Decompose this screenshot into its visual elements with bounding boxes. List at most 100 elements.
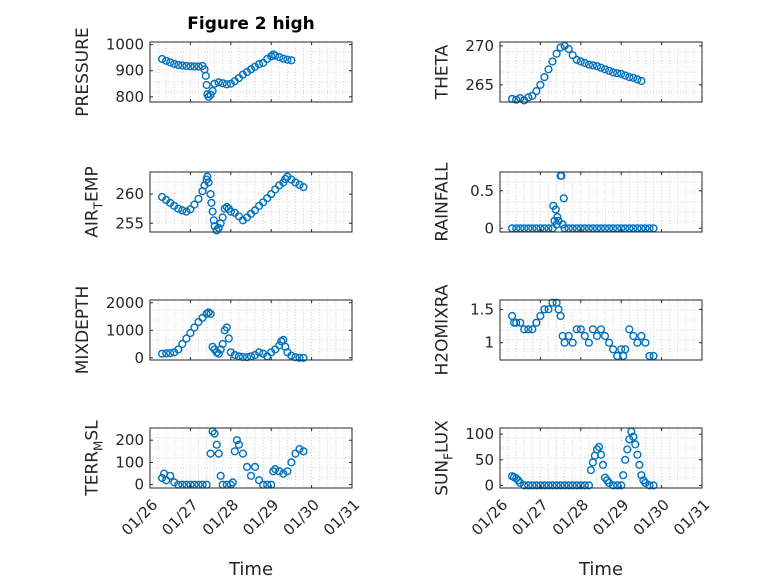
- x-axis-label: Time: [578, 559, 623, 580]
- y-tick-label: 100: [465, 425, 494, 443]
- data-point: [162, 476, 171, 485]
- data-point: [596, 63, 606, 72]
- data-point: [203, 172, 212, 181]
- data-point: [524, 325, 533, 334]
- data-point: [564, 331, 573, 341]
- data-point: [641, 338, 650, 347]
- data-point: [649, 351, 658, 361]
- data-point: [592, 62, 602, 71]
- data-point: [178, 339, 187, 349]
- subplot-2: 265 270 THETA: [433, 37, 703, 105]
- data-point: [204, 92, 213, 101]
- data-point: [158, 54, 167, 64]
- data-point: [596, 325, 606, 334]
- data-point: [540, 72, 549, 82]
- axes-box: [499, 427, 703, 489]
- data-point: [528, 91, 537, 100]
- data-point: [178, 61, 187, 70]
- data-point: [279, 469, 288, 478]
- data-point: [194, 194, 203, 203]
- data-point: [206, 309, 215, 318]
- data-point: [572, 325, 581, 334]
- data-point: [532, 86, 541, 96]
- data-point: [271, 465, 280, 474]
- data-point: [209, 216, 218, 225]
- y-axis-label-suffix: EMP: [83, 166, 103, 202]
- y-axis-label-main: AIR: [83, 209, 103, 238]
- data-point: [580, 58, 589, 68]
- y-tick-label: 255: [115, 214, 144, 232]
- data-point: [608, 68, 618, 77]
- data-point: [206, 449, 215, 458]
- data-point: [299, 183, 308, 192]
- data-point: [572, 481, 581, 490]
- y-axis-label-main: RAINFALL: [433, 162, 453, 242]
- grid: [500, 172, 702, 232]
- data-point: [619, 471, 628, 480]
- data-point: [594, 442, 604, 452]
- data-point: [613, 69, 622, 78]
- data-point: [584, 481, 594, 490]
- data-point: [186, 328, 195, 338]
- data-point: [580, 481, 589, 490]
- y-tick-label: 260: [115, 185, 144, 203]
- data-point: [568, 481, 577, 490]
- data-point: [174, 345, 183, 354]
- data-point: [271, 51, 280, 60]
- data-point: [553, 212, 562, 222]
- data-point: [623, 445, 632, 454]
- data-point: [516, 318, 525, 327]
- data-point: [560, 338, 569, 347]
- data-point: [551, 205, 560, 214]
- data-point: [524, 481, 533, 490]
- data-point: [255, 348, 264, 357]
- data-point: [536, 80, 545, 90]
- x-axis-label: Time: [228, 559, 273, 580]
- data-point: [588, 325, 598, 334]
- data-point: [201, 71, 210, 81]
- data-point: [580, 331, 589, 341]
- data-point: [540, 481, 549, 490]
- data-point: [291, 449, 300, 458]
- data-point: [204, 178, 213, 187]
- subplot-1: 800 900 1000 PRESSURE: [73, 27, 353, 117]
- data-point: [170, 59, 179, 69]
- data-point: [210, 79, 219, 88]
- data-point: [532, 481, 541, 490]
- data-point: [279, 54, 288, 63]
- data-point: [291, 353, 300, 362]
- y-axis-label-main: SUN: [433, 460, 453, 496]
- data-point: [267, 190, 276, 199]
- data-point: [572, 55, 581, 65]
- axes-box: [149, 41, 353, 103]
- data-point: [271, 185, 280, 194]
- data-point: [174, 204, 183, 213]
- axes-box: [149, 427, 353, 489]
- data-point: [637, 471, 646, 480]
- data-point: [568, 51, 577, 60]
- data-point: [598, 460, 608, 470]
- data-point: [218, 339, 227, 349]
- data-point: [299, 353, 308, 362]
- data-point: [162, 349, 171, 358]
- data-point: [166, 58, 175, 67]
- data-point: [608, 345, 618, 354]
- data-point: [617, 69, 626, 79]
- data-point: [592, 331, 602, 341]
- data-point: [544, 305, 553, 314]
- data-point: [222, 80, 231, 89]
- data-point: [291, 178, 300, 187]
- data-point: [520, 481, 529, 490]
- y-axis-label: MIXDEPTH: [73, 286, 93, 375]
- data-point: [190, 62, 199, 71]
- data-point: [528, 481, 537, 490]
- grid: [500, 428, 702, 488]
- data-point: [182, 207, 191, 216]
- data-point: [556, 43, 565, 52]
- subplot-6: 1 1.5 H2OMIXRA: [433, 284, 703, 376]
- data-point: [198, 313, 207, 323]
- data-point: [556, 481, 565, 490]
- data-point: [202, 309, 211, 318]
